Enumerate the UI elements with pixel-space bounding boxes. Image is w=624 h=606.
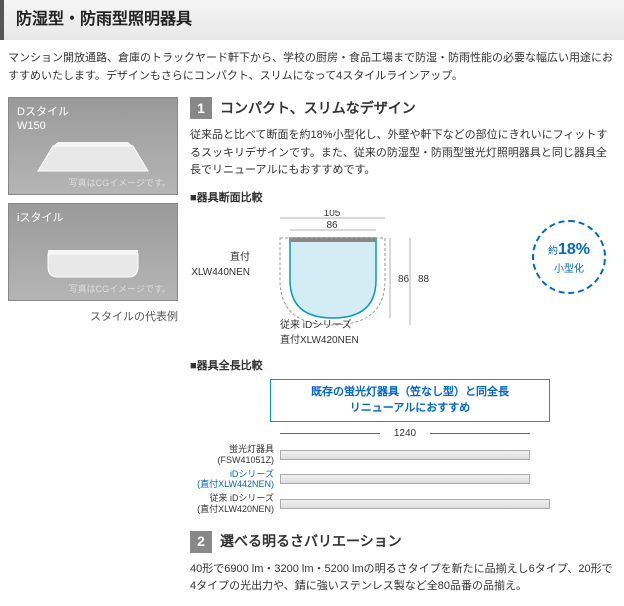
cross-section-svg: 105 86 86 88 <box>260 210 460 330</box>
svg-text:86: 86 <box>326 220 338 231</box>
section1-number: 1 <box>190 97 212 119</box>
section1-title: コンパクト、スリムなデザイン <box>220 98 416 119</box>
old-bar-row: 従来 iDシリーズ (直付XLW420NEN) <box>190 493 616 515</box>
d-style-shape-icon <box>28 136 158 176</box>
id-bar <box>280 474 530 484</box>
rep-text: スタイルの代表例 <box>8 309 178 326</box>
svg-text:86: 86 <box>398 274 410 285</box>
cross-section-diagram: 直付 XLW440NEN 105 86 86 88 約18% 小型化 <box>190 210 616 330</box>
d-style-caption: 写真はCGイメージです。 <box>69 177 171 191</box>
old-bar <box>280 499 550 509</box>
d-style-box: Dスタイル W150 写真はCGイメージです。 <box>8 97 178 195</box>
section1-title-row: 1 コンパクト、スリムなデザイン <box>190 97 616 119</box>
fl-bar-row: 蛍光灯器具 (FSW41051Z) <box>190 444 616 466</box>
section1-body: 従来品と比べて断面を約18%小型化し、外壁や軒下などの部位にきれいにフィットする… <box>190 127 616 180</box>
reduction-badge: 約18% 小型化 <box>532 220 606 294</box>
left-column: Dスタイル W150 写真はCGイメージです。 iスタイル 写真はCGイメージで… <box>8 97 178 606</box>
page-title: 防湿型・防雨型照明器具 <box>16 8 612 32</box>
svg-text:88: 88 <box>418 274 430 285</box>
direct-label: 直付 XLW440NEN <box>180 250 250 280</box>
renewal-box: 既存の蛍光灯器具（笠なし型）と同全長 リニューアルにおすすめ <box>270 379 550 422</box>
content-row: Dスタイル W150 写真はCGイメージです。 iスタイル 写真はCGイメージで… <box>0 97 624 606</box>
i-style-box: iスタイル 写真はCGイメージです。 <box>8 203 178 301</box>
fl-bar-label: 蛍光灯器具 (FSW41051Z) <box>190 444 280 466</box>
i-style-name: iスタイル <box>17 210 63 227</box>
length-dimension: 1240 <box>280 426 530 441</box>
section2-body: 40形で6900 lm・3200 lm・5200 lmの明るさタイプを新たに品揃… <box>190 561 616 596</box>
prev-label: 従来 iDシリーズ 直付XLW420NEN <box>280 318 400 348</box>
d-style-width: W150 <box>17 118 46 135</box>
fl-bar <box>280 450 530 460</box>
id-bar-row: iDシリーズ (直付XLW442NEN) <box>190 469 616 491</box>
i-style-caption: 写真はCGイメージです。 <box>69 283 171 297</box>
old-bar-label: 従来 iDシリーズ (直付XLW420NEN) <box>190 493 280 515</box>
intro-text: マンション開放通路、倉庫のトラックヤード軒下から、学校の厨房・食品工場まで防湿・… <box>0 50 624 97</box>
cross-section-label: ■器具断面比較 <box>190 190 616 207</box>
i-style-shape-icon <box>28 242 158 282</box>
section2-title-row: 2 選べる明るさバリエーション <box>190 531 616 553</box>
length-label: ■器具全長比較 <box>190 358 616 375</box>
section2-title: 選べる明るさバリエーション <box>220 531 402 552</box>
page-header: 防湿型・防雨型照明器具 <box>0 0 624 40</box>
length-diagram: 既存の蛍光灯器具（笠なし型）と同全長 リニューアルにおすすめ 1240 蛍光灯器… <box>190 379 616 515</box>
svg-text:105: 105 <box>324 210 341 219</box>
id-bar-label: iDシリーズ (直付XLW442NEN) <box>190 469 280 491</box>
section2-number: 2 <box>190 531 212 553</box>
right-column: 1 コンパクト、スリムなデザイン 従来品と比べて断面を約18%小型化し、外壁や軒… <box>190 97 616 606</box>
